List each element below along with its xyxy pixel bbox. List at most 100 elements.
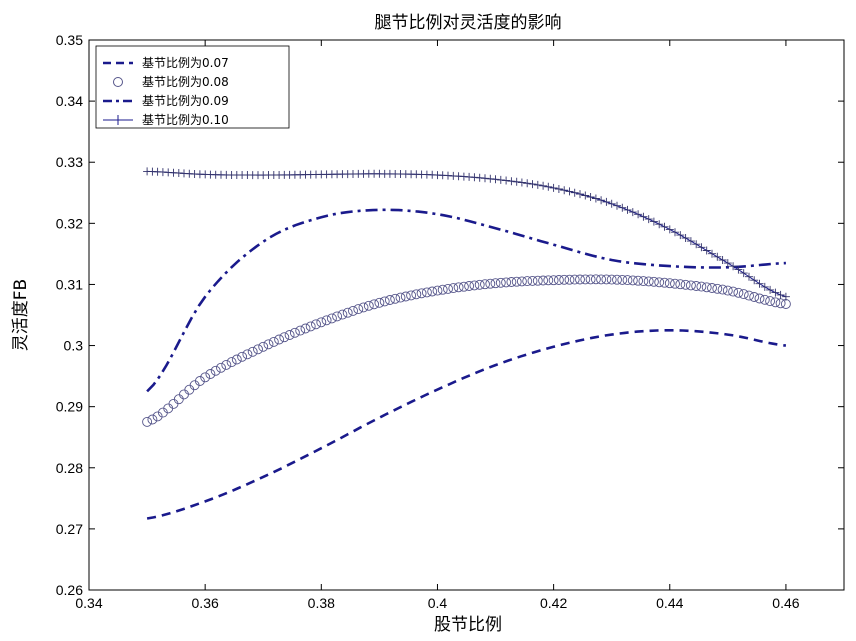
series-point (581, 191, 590, 200)
y-tick-label: 0.27 (56, 521, 83, 537)
series-point (623, 205, 632, 214)
series-point (289, 327, 300, 338)
series-point (316, 317, 327, 328)
series-point (539, 181, 548, 190)
series-point (565, 187, 574, 196)
series-point (200, 372, 211, 383)
series-point (231, 354, 242, 365)
series-point (712, 283, 723, 294)
series-point (717, 284, 728, 295)
series-point (596, 274, 607, 285)
series-point (475, 173, 484, 182)
series-point (639, 212, 648, 221)
series-point (305, 321, 316, 332)
series-point (607, 199, 616, 208)
series-point (295, 325, 306, 336)
series-point (358, 302, 369, 313)
y-tick-label: 0.34 (56, 93, 83, 109)
series-point (528, 180, 537, 189)
series-point (691, 281, 702, 291)
series-point (750, 276, 759, 285)
series-point (617, 274, 628, 285)
series-point (321, 315, 332, 326)
series-point (464, 281, 475, 291)
series-point (348, 305, 358, 316)
series-point (517, 178, 526, 187)
chart-title: 腿节比例对灵活度的影响 (375, 13, 562, 33)
series-point (326, 313, 337, 324)
series-point (643, 276, 654, 287)
series-point (480, 279, 490, 290)
series-point (745, 272, 753, 281)
series-point (516, 276, 527, 287)
series-point (501, 277, 512, 288)
series-point (485, 278, 496, 289)
series-point (553, 275, 564, 285)
series-point (612, 274, 622, 285)
series-point (300, 323, 311, 334)
series-point (701, 282, 712, 293)
series-point (544, 182, 553, 191)
series-point (532, 275, 543, 286)
x-tick-label: 0.42 (540, 595, 567, 611)
series-line (146, 208, 786, 393)
series-point (707, 283, 717, 293)
series-line (146, 329, 787, 520)
series-point (729, 262, 738, 271)
series-point (469, 280, 480, 291)
series-point (759, 294, 770, 305)
series-point (194, 376, 205, 386)
series-point (411, 289, 422, 300)
series-point (781, 292, 790, 301)
series-point (486, 174, 495, 183)
series-point (664, 278, 675, 289)
x-tick-label: 0.38 (308, 595, 335, 611)
series-point (210, 365, 221, 376)
series-point (755, 279, 764, 288)
legend-item: 基节比例为0.09 (103, 94, 229, 108)
series-point (655, 220, 664, 229)
series-point (692, 240, 701, 249)
x-axis-label: 股节比例 (434, 615, 502, 635)
series-point (570, 188, 579, 197)
series-point (311, 319, 321, 330)
series-point (586, 193, 595, 201)
series-point (416, 288, 427, 299)
series-point (685, 280, 696, 291)
series-point (216, 362, 226, 373)
y-tick-label: 0.32 (56, 215, 83, 231)
y-axis-ticks: 0.26 0.27 0.28 0.29 0.3 0.31 0.32 0.33 0.34 0.35 (56, 32, 844, 598)
series-point (147, 414, 158, 425)
series-point (337, 309, 348, 320)
series-point (622, 275, 633, 286)
series-point (744, 290, 754, 301)
series-point (628, 208, 637, 217)
series-point (697, 243, 706, 252)
series-point (490, 278, 501, 289)
series-point (576, 190, 584, 199)
series-point (708, 249, 716, 258)
series-point (242, 349, 253, 360)
legend-items: 基节比例为0.07 基节比例为0.08 基节比例为0.09 基节比例为0.10 (103, 56, 229, 127)
y-tick-label: 0.35 (56, 32, 83, 48)
series-point (606, 274, 617, 285)
series-point (496, 175, 505, 184)
series-point (627, 275, 638, 286)
series-point (722, 285, 733, 296)
series-point (470, 173, 479, 182)
series-point (771, 288, 780, 297)
series-point (634, 210, 643, 219)
series-point (654, 277, 665, 288)
series-point (448, 283, 459, 294)
series-point (569, 274, 580, 285)
series-point (237, 351, 248, 362)
series-point (549, 183, 558, 192)
series-point (379, 296, 390, 307)
y-tick-label: 0.31 (56, 276, 83, 292)
series-point (481, 174, 489, 183)
legend-item: 基节比例为0.07 (103, 56, 229, 70)
series-4 (143, 167, 790, 301)
series-point (263, 339, 274, 350)
series-point (564, 274, 575, 285)
series-point (559, 274, 570, 285)
